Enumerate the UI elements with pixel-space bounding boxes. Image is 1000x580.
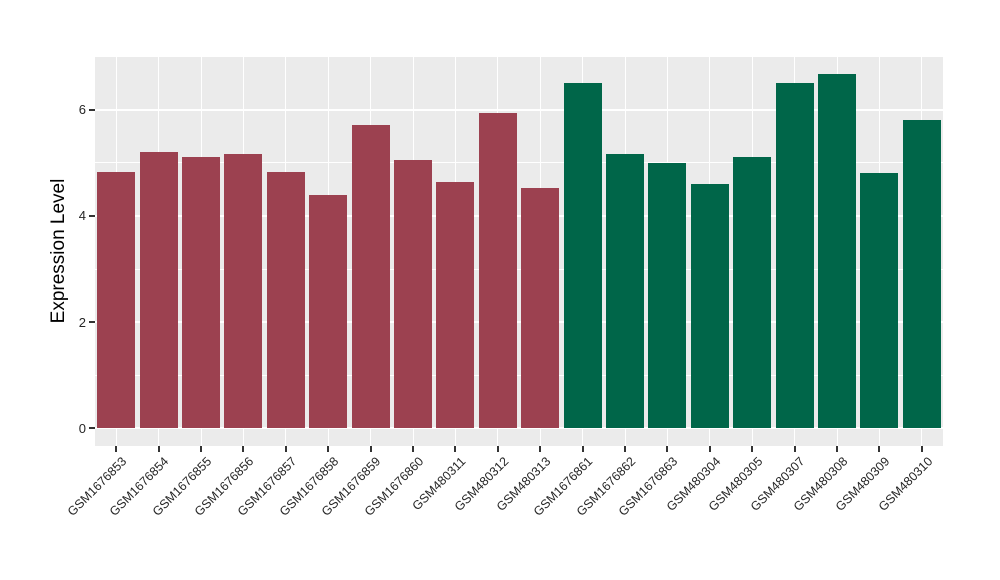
y-tick-mark — [89, 427, 95, 430]
gridline-minor — [95, 268, 943, 270]
bar-GSM480309 — [860, 173, 899, 429]
bar-GSM480311 — [436, 182, 475, 429]
x-tick-mark — [666, 446, 669, 452]
x-tick-mark — [920, 446, 923, 452]
bar-GSM480312 — [478, 113, 517, 429]
x-tick-mark — [200, 446, 202, 452]
bar-GSM480310 — [902, 120, 941, 429]
y-tick-mark — [89, 108, 95, 111]
bar-GSM1676863 — [648, 162, 687, 429]
bar-GSM480307 — [775, 83, 814, 429]
y-tick-label: 0 — [78, 420, 86, 436]
x-tick-mark — [878, 446, 881, 452]
gridline-minor — [95, 162, 943, 164]
x-tick-mark — [793, 446, 796, 452]
x-tick-mark — [369, 446, 372, 452]
gridline-major — [95, 214, 943, 217]
y-tick-label: 6 — [78, 102, 86, 118]
x-tick-mark — [284, 446, 287, 452]
gridline-minor — [95, 374, 943, 376]
gridline-major — [95, 427, 943, 430]
bar-GSM1676861 — [563, 82, 602, 429]
plot-panel — [95, 56, 943, 446]
x-tick-mark — [496, 446, 499, 452]
bar-GSM1676855 — [181, 157, 221, 429]
x-tick-mark — [751, 446, 754, 452]
x-tick-mark — [327, 446, 330, 452]
bar-GSM1676857 — [266, 172, 305, 429]
bar-GSM1676858 — [309, 195, 348, 429]
gridline-minor — [95, 56, 943, 58]
bar-GSM1676856 — [224, 154, 263, 429]
x-tick-mark — [836, 446, 838, 452]
y-tick-mark — [89, 214, 95, 217]
y-tick-label: 2 — [78, 314, 86, 330]
bar-GSM1676859 — [351, 125, 390, 429]
x-tick-mark — [581, 446, 584, 452]
x-tick-mark — [157, 446, 160, 452]
y-axis-title: Expression Level — [48, 178, 69, 324]
x-tick-mark — [454, 446, 457, 452]
x-tick-mark — [115, 446, 118, 452]
bar-GSM480304 — [690, 183, 729, 429]
bar-GSM480308 — [817, 73, 857, 429]
gridline-major — [95, 108, 943, 111]
y-tick-label: 4 — [78, 208, 86, 224]
bar-GSM480313 — [521, 187, 560, 429]
x-tick-mark — [539, 446, 542, 452]
x-tick-mark — [624, 446, 626, 452]
bar-GSM1676860 — [393, 159, 433, 429]
x-tick-mark — [708, 446, 711, 452]
x-tick-mark — [412, 446, 414, 452]
x-tick-mark — [242, 446, 245, 452]
y-tick-mark — [89, 321, 95, 324]
gridline-major — [95, 321, 943, 324]
bar-GSM1676854 — [139, 151, 178, 429]
bar-GSM480305 — [733, 156, 772, 429]
bar-GSM1676853 — [97, 172, 136, 429]
bar-GSM1676862 — [605, 153, 645, 429]
